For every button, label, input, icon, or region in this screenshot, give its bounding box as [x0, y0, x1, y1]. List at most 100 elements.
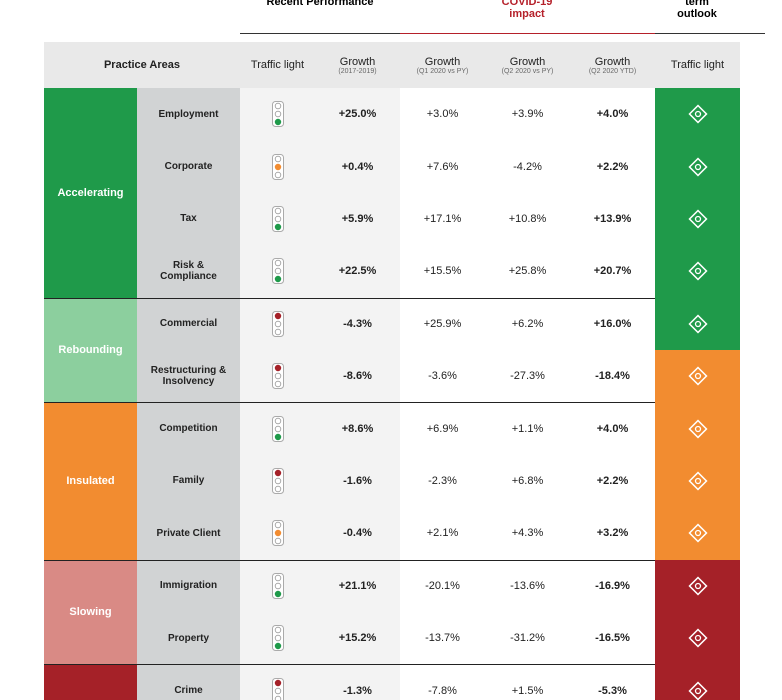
q1-cell: +6.9%	[426, 422, 459, 435]
traffic-light	[240, 664, 315, 700]
growth-cell: +25.0%	[338, 108, 377, 121]
growth-cell: -8.6%	[343, 370, 372, 383]
traffic-light	[240, 193, 315, 245]
q2-cell: +1.5%	[511, 684, 544, 697]
header-row	[44, 42, 740, 88]
outlook-cell	[655, 507, 740, 560]
group-rule	[44, 402, 655, 404]
q1-cell: -20.1%	[425, 579, 460, 592]
q2-cell: +25.8%	[508, 265, 547, 278]
header-cell: Growth (2017-2019)	[315, 42, 400, 88]
growth-cell: -1.3%	[343, 684, 372, 697]
header-cell: Practice Areas	[103, 59, 181, 71]
q2-cell: +10.8%	[508, 212, 547, 225]
growth-cell: +21.1%	[338, 579, 377, 592]
q2-cell: -13.6%	[510, 579, 545, 592]
rule	[240, 33, 400, 34]
header-sub: (Q2 2020 vs PY)	[501, 67, 554, 75]
area-column	[137, 402, 240, 560]
q2-cell: +6.8%	[511, 474, 544, 487]
header-title: Growth	[424, 55, 461, 68]
outlook-cell	[655, 140, 740, 193]
area-cell: Family	[172, 475, 205, 487]
header-sub: (Q1 2020 vs PY)	[416, 67, 469, 75]
outlook-cell	[655, 350, 740, 403]
area-cell: Restructuring & Insolvency	[150, 365, 227, 388]
shade-column	[240, 559, 400, 665]
ytd-cell: +4.0%	[596, 422, 629, 435]
q2-cell: -4.2%	[513, 160, 542, 173]
q2-cell: +6.2%	[511, 317, 544, 330]
area-column	[137, 664, 240, 700]
shade-column	[240, 664, 400, 700]
area-cell: Employment	[158, 108, 219, 120]
header-cell: Growth (Q2 2020 vs PY)	[485, 42, 570, 88]
outlook-cell	[655, 664, 740, 700]
outlook-cell	[655, 297, 740, 350]
ytd-cell: +2.2%	[596, 474, 629, 487]
header-sub: (Q2 2020 YTD)	[588, 67, 637, 75]
traffic-light	[240, 612, 315, 664]
growth-cell: +0.4%	[341, 160, 374, 173]
recent-header: Recent Performance	[266, 0, 374, 8]
group-rule	[44, 559, 655, 561]
shade-column	[240, 402, 400, 560]
traffic-light	[240, 88, 315, 140]
header-sub: (2017-2019)	[338, 67, 377, 75]
area-cell: Immigration	[159, 580, 218, 592]
growth-cell: +5.9%	[341, 212, 374, 225]
ytd-cell: +20.7%	[593, 265, 632, 278]
q2-cell: -27.3%	[510, 370, 545, 383]
group-cell: Rebounding	[44, 297, 137, 403]
outlook-cell	[655, 454, 740, 508]
area-column	[137, 88, 240, 298]
q1-cell: +17.1%	[423, 212, 462, 225]
shade-column	[240, 297, 400, 403]
group-cell: Slowing	[44, 559, 137, 665]
area-column	[137, 559, 240, 665]
shade-column	[240, 88, 400, 298]
q2-cell: +4.3%	[511, 527, 544, 540]
header-title: Growth	[594, 55, 631, 68]
outlook-cell	[655, 402, 740, 455]
q1-cell: +2.1%	[426, 527, 459, 540]
traffic-light	[240, 560, 315, 612]
outlook-cell	[655, 88, 740, 141]
traffic-light	[240, 350, 315, 402]
ytd-cell: +3.2%	[596, 527, 629, 540]
group-cell: Accelerating	[44, 88, 137, 298]
growth-cell: -1.6%	[343, 474, 372, 487]
q2-cell: +1.1%	[511, 422, 544, 435]
header-cell: Traffic light	[670, 59, 725, 71]
header-cell: Growth (Q2 2020 YTD)	[570, 42, 655, 88]
area-cell: Tax	[180, 213, 197, 225]
rule	[655, 33, 765, 34]
traffic-light	[240, 455, 315, 507]
group-cell	[44, 664, 137, 700]
area-cell: Private Client	[156, 527, 221, 539]
ytd-cell: +2.2%	[596, 160, 629, 173]
traffic-light	[240, 507, 315, 559]
growth-cell: +8.6%	[341, 422, 374, 435]
traffic-light	[240, 402, 315, 454]
q1-cell: +7.6%	[426, 160, 459, 173]
outlook-cell	[655, 245, 740, 298]
header-cell: Growth (Q1 2020 vs PY)	[400, 42, 485, 88]
area-cell: Risk & Compliance	[160, 260, 217, 283]
header-cell: Traffic light	[250, 59, 305, 71]
growth-cell: +15.2%	[338, 632, 377, 645]
area-column	[137, 297, 240, 403]
ytd-cell: +13.9%	[593, 212, 632, 225]
ytd-cell: -16.5%	[595, 632, 630, 645]
traffic-light	[240, 140, 315, 192]
growth-cell: -0.4%	[343, 527, 372, 540]
ytd-cell: -18.4%	[595, 370, 630, 383]
ytd-cell: -16.9%	[595, 579, 630, 592]
header-title: Growth	[509, 55, 546, 68]
q1-cell: +25.9%	[423, 317, 462, 330]
outlook-header: term outlook	[677, 0, 717, 20]
outlook-cell	[655, 559, 740, 612]
area-cell: Competition	[159, 423, 218, 435]
group-cell: Insulated	[44, 402, 137, 560]
